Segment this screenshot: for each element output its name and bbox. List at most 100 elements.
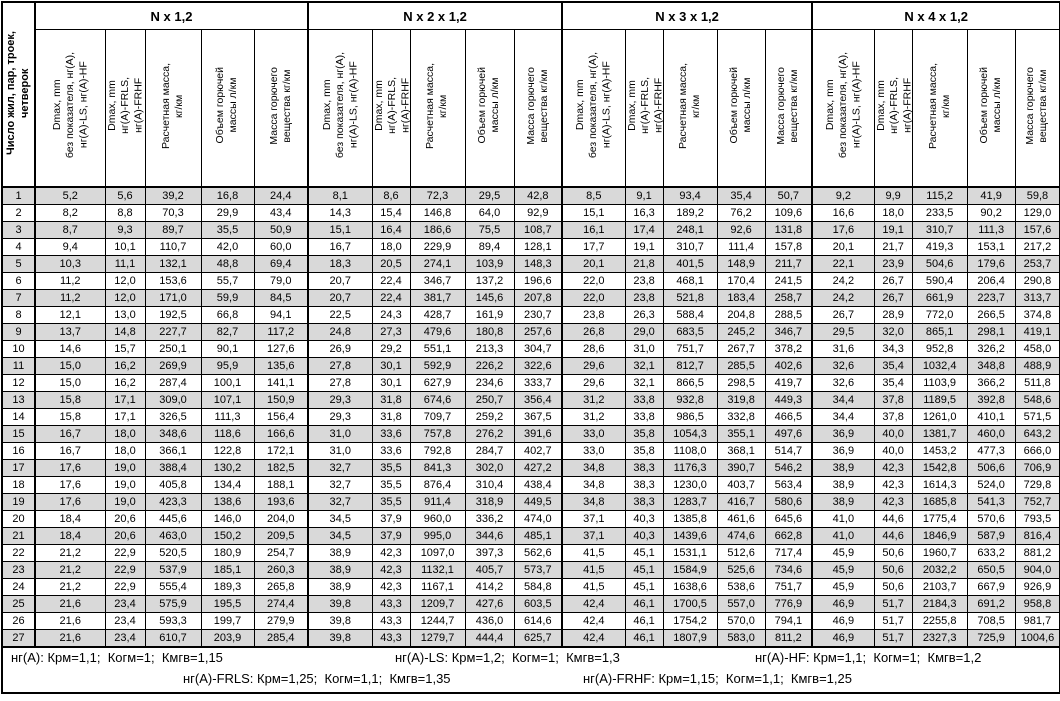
table-cell: 504,6	[911, 255, 968, 273]
table-cell: 127,6	[253, 340, 309, 358]
table-cell: 254,7	[253, 544, 309, 562]
row-number: 4	[1, 238, 36, 256]
column-header: Dmax, mm без показателя, нг(А), нг(А)-LS…	[561, 29, 626, 188]
table-cell: 21,6	[34, 595, 106, 613]
table-cell: 115,2	[911, 186, 968, 205]
table-cell: 90,2	[966, 204, 1016, 222]
table-row: 16 16,7 18,0 366,1 122,8 172,1 31,0 33,6 792,8 28…	[1, 442, 1060, 460]
table-cell: 9,9	[873, 186, 913, 205]
table-cell: 9,2	[811, 186, 875, 205]
table-cell: 23,4	[104, 629, 146, 648]
table-cell: 229,9	[409, 238, 466, 256]
table-cell: 50,6	[873, 544, 913, 562]
column-header-row: Dmax, mm без показателя, нг(А), нг(А)-LS…	[2, 29, 1060, 188]
table-cell: 204,0	[253, 510, 309, 528]
table-cell: 50,6	[873, 578, 913, 596]
table-cell: 625,7	[513, 629, 563, 648]
table-cell: 514,7	[764, 442, 813, 460]
table-cell: 23,9	[873, 255, 913, 273]
table-cell: 1439,6	[662, 527, 718, 545]
table-cell: 34,8	[561, 493, 626, 511]
table-cell: 29,2	[371, 340, 411, 358]
table-cell: 39,2	[144, 186, 202, 205]
table-cell: 45,1	[624, 544, 664, 562]
table-cell: 571,5	[1014, 408, 1060, 426]
table-cell: 29,0	[624, 323, 664, 341]
table-cell: 43,3	[371, 612, 411, 630]
table-cell: 195,5	[200, 595, 255, 613]
table-cell: 258,7	[764, 289, 813, 307]
table-cell: 41,0	[811, 510, 875, 528]
table-cell: 76,2	[716, 204, 766, 222]
table-cell: 449,5	[513, 493, 563, 511]
table-cell: 458,0	[1014, 340, 1060, 358]
table-cell: 538,6	[716, 578, 766, 596]
table-cell: 15,1	[561, 204, 626, 222]
row-number: 17	[1, 459, 36, 477]
table-cell: 570,0	[716, 612, 766, 630]
row-number: 8	[1, 306, 36, 324]
table-cell: 374,8	[1014, 306, 1060, 324]
table-row: 22 21,2 22,9 520,5 180,9 254,7 38,9 42,3 1097,0 3…	[1, 544, 1060, 562]
table-cell: 31,2	[561, 408, 626, 426]
table-cell: 148,9	[716, 255, 766, 273]
column-header: Dmax, mm нг(А)-FRLS, нг(А)-FRHF	[873, 29, 913, 188]
table-cell: 18,4	[34, 527, 106, 545]
table-cell: 31,2	[561, 391, 626, 409]
table-cell: 548,6	[1014, 391, 1060, 409]
table-cell: 248,1	[662, 221, 718, 239]
column-header: Dmax, mm нг(А)-FRLS, нг(А)-FRHF	[371, 29, 411, 188]
column-header: Масса горючего вещества кг/км	[253, 29, 309, 188]
table-cell: 31,6	[811, 340, 875, 358]
table-cell: 33,0	[561, 425, 626, 443]
table-cell: 580,6	[764, 493, 813, 511]
table-cell: 336,2	[464, 510, 515, 528]
table-cell: 217,2	[1014, 238, 1060, 256]
table-row: 19 17,6 19,0 423,3 138,6 193,6 32,7 35,5 911,4 31…	[1, 493, 1060, 511]
table-cell: 141,1	[253, 374, 309, 392]
table-cell: 866,5	[662, 374, 718, 392]
column-header: Объем горючей массы л/км	[200, 29, 255, 188]
table-cell: 26,7	[873, 272, 913, 290]
table-cell: 24,3	[371, 306, 411, 324]
table-cell: 752,7	[1014, 493, 1060, 511]
row-number: 18	[1, 476, 36, 494]
table-cell: 21,2	[34, 561, 106, 579]
table-row: 14 15,8 17,1 326,5 111,3 156,4 29,3 31,8 709,7 25…	[1, 408, 1060, 426]
table-cell: 419,7	[764, 374, 813, 392]
row-number: 6	[1, 272, 36, 290]
table-cell: 8,7	[34, 221, 106, 239]
table-cell: 118,6	[200, 425, 255, 443]
table-cell: 132,1	[144, 255, 202, 273]
table-cell: 497,6	[764, 425, 813, 443]
group-header: N x 2 x 1,2	[307, 1, 563, 30]
footnote-row: нг(А): Крм=1,1; Когм=1; Кмгв=1,15 нг(А)-…	[1, 646, 1060, 694]
table-cell: 8,1	[307, 186, 373, 205]
table-cell: 332,8	[716, 408, 766, 426]
table-cell: 16,8	[200, 186, 255, 205]
table-cell: 189,2	[662, 204, 718, 222]
table-cell: 45,1	[624, 578, 664, 596]
table-cell: 38,9	[307, 561, 373, 579]
table-cell: 876,4	[409, 476, 466, 494]
table-cell: 15,4	[371, 204, 411, 222]
table-cell: 189,3	[200, 578, 255, 596]
table-cell: 43,3	[371, 629, 411, 648]
table-cell: 33,8	[624, 391, 664, 409]
table-cell: 932,8	[662, 391, 718, 409]
table-cell: 1960,7	[911, 544, 968, 562]
table-cell: 610,7	[144, 629, 202, 648]
table-cell: 22,9	[104, 578, 146, 596]
table-cell: 926,9	[1014, 578, 1060, 596]
column-header-label: Расчетная масса, кг/км	[676, 62, 703, 149]
table-cell: 751,7	[662, 340, 718, 358]
table-cell: 583,0	[716, 629, 766, 648]
table-cell: 23,8	[624, 272, 664, 290]
table-cell: 26,7	[873, 289, 913, 307]
table-cell: 414,2	[464, 578, 515, 596]
table-cell: 50,6	[873, 561, 913, 579]
row-number: 19	[1, 493, 36, 511]
table-cell: 812,7	[662, 357, 718, 375]
group-header-row: Число жил, пар, троек, четверок N x 1,2 N…	[1, 1, 1060, 188]
table-row: 25 21,6 23,4 575,9 195,5 274,4 39,8 43,3 1209,7 4…	[1, 595, 1060, 613]
